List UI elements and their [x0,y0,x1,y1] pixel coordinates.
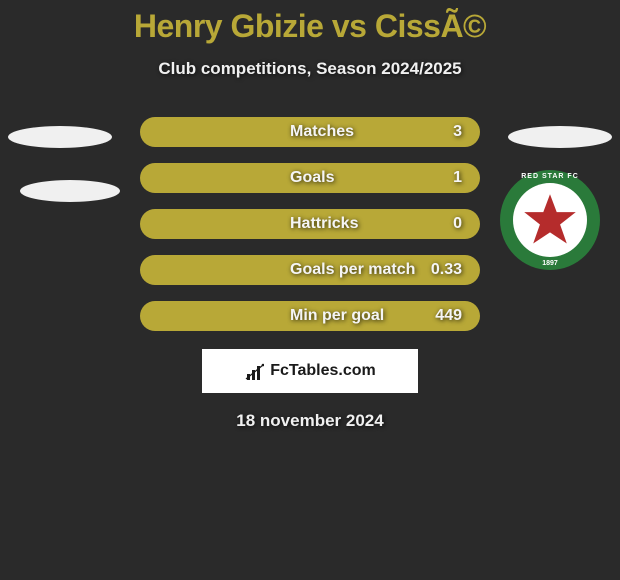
stat-row-goals: Goals 1 [140,163,480,193]
stat-row-matches: Matches 3 [140,117,480,147]
stat-value-right: 0 [453,215,462,233]
stat-value-right: 449 [435,307,462,325]
stat-value-right: 1 [453,169,462,187]
stat-row-goals-per-match: Goals per match 0.33 [140,255,480,285]
stat-label: Min per goal [290,307,384,325]
snapshot-date: 18 november 2024 [0,411,620,431]
bar-chart-icon [244,361,264,381]
fctables-label: FcTables.com [270,362,376,380]
fctables-attribution[interactable]: FcTables.com [202,349,418,393]
stat-value-right: 3 [453,123,462,141]
stat-value-right: 0.33 [431,261,462,279]
stats-container: Matches 3 Goals 1 Hattricks 0 Goals per … [0,117,620,331]
stat-label: Hattricks [290,215,358,233]
stat-label: Goals per match [290,261,415,279]
stat-label: Matches [290,123,354,141]
stat-label: Goals [290,169,334,187]
season-subtitle: Club competitions, Season 2024/2025 [0,59,620,79]
comparison-title: Henry Gbizie vs CissÃ© [0,0,620,45]
stat-row-min-per-goal: Min per goal 449 [140,301,480,331]
stat-row-hattricks: Hattricks 0 [140,209,480,239]
